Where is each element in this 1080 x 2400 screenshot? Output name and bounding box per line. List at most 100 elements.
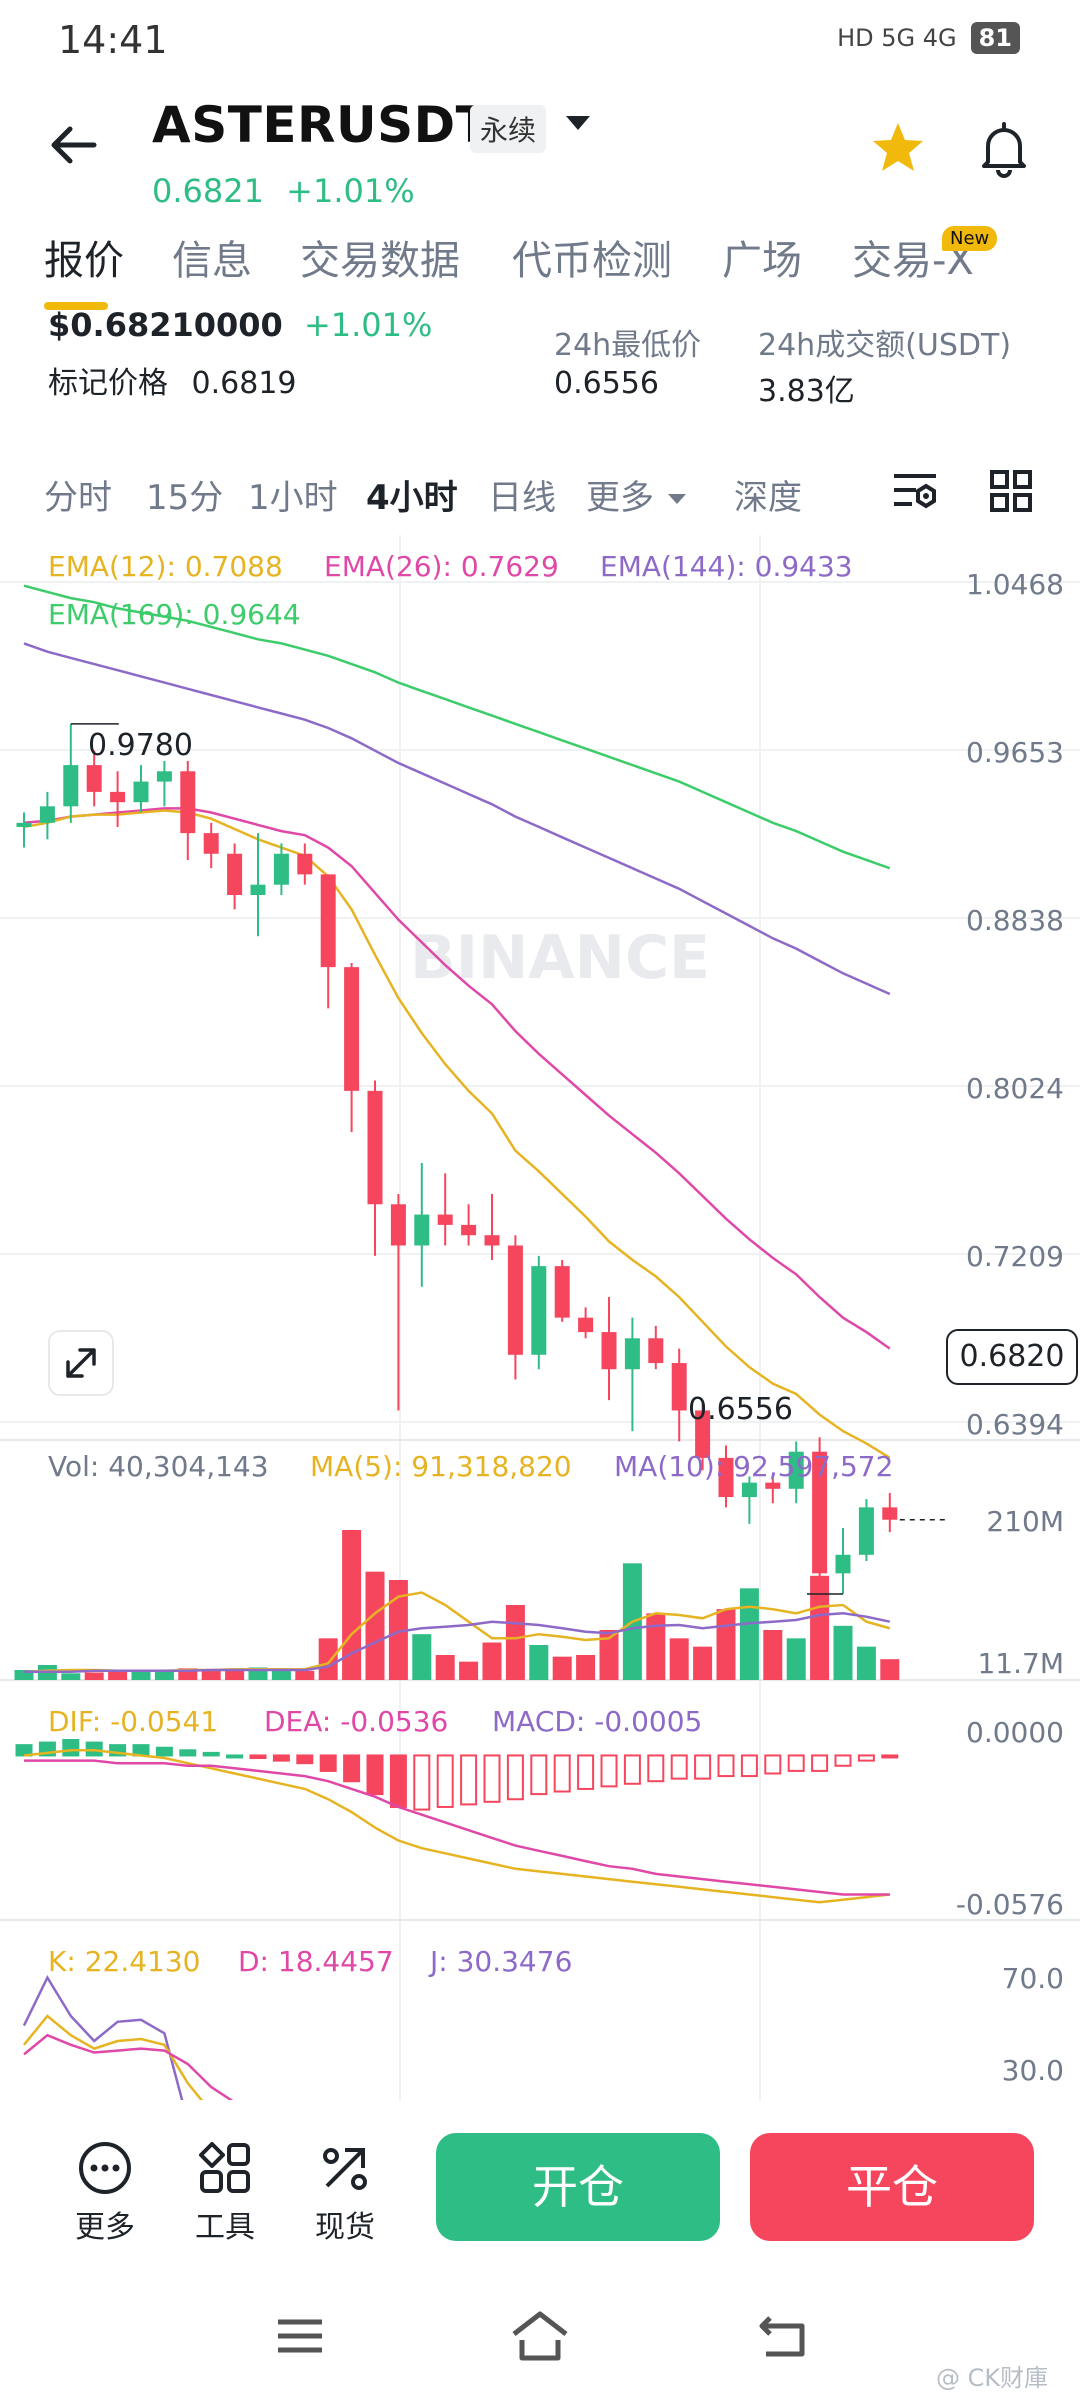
tab-trading-data[interactable]: 交易数据 [300,238,460,284]
volume-bar [786,1638,806,1680]
macd-bar [272,1754,290,1762]
more-button[interactable]: 更多 [70,2138,140,2246]
low-24h-label: 24h最低价 [554,328,702,363]
macd-bar [179,1749,197,1757]
interval-15m[interactable]: 15分 [146,478,224,518]
candle-body [741,1482,757,1498]
contract-type-tag: 永续 [470,105,547,153]
back-arrow-icon[interactable] [44,115,104,175]
volume-bar [552,1656,572,1680]
interval-4h[interactable]: 4小时 [366,478,458,518]
bell-icon[interactable] [974,118,1034,178]
volume-bar [693,1646,713,1680]
candle-body [273,853,289,885]
dif-line [23,1749,890,1904]
more-label: 更多 [75,2210,135,2245]
price-axis-label: 0.8838 [966,904,1064,937]
spot-button[interactable]: 现货 [310,2138,380,2246]
legend-macd: MACD: -0.0005 [492,1705,703,1738]
macd-bar [623,1754,641,1785]
candle-body [858,1507,874,1555]
price-axis-label: 0.6394 [966,1408,1064,1441]
mark-price: 标记价格 0.6819 [48,358,297,402]
candle-body [718,1457,734,1498]
volume-bar [646,1613,666,1680]
symbol-dropdown-icon[interactable] [560,108,596,138]
current-price-tag: 0.6820 [946,1329,1078,1385]
tools-button[interactable]: 工具 [190,2138,260,2246]
back-nav-icon[interactable] [756,2310,812,2362]
menu-icon[interactable] [272,2314,328,2358]
volume-bar [178,1668,198,1680]
candle-body [39,806,55,823]
open-position-button[interactable]: 开仓 [436,2133,720,2241]
candle-body [344,967,360,1091]
home-icon[interactable] [508,2308,572,2364]
tab-token-check[interactable]: 代币检测 [512,238,672,284]
candle-body [765,1482,781,1489]
expand-icon[interactable] [48,1330,114,1396]
volume-bar [482,1642,502,1680]
macd-bar [553,1754,571,1793]
chart-settings-icon[interactable] [890,466,940,516]
legend-dea: DEA: -0.0536 [264,1705,449,1738]
high-price-marker: 0.9780 [88,728,193,763]
kdj-d-line [23,2033,234,2100]
macd-bar [460,1754,478,1806]
candle-body [227,853,243,895]
macd-axis-label: -0.0576 [955,1888,1064,1921]
tools-grid-icon [199,2142,250,2193]
candlestick-chart[interactable]: BINANCE [0,535,1080,2100]
kdj-axis-label: 70.0 [1001,1962,1064,1995]
legend-k: K: 22.4130 [48,1945,201,1978]
macd-bar [343,1754,361,1783]
more-dots-icon [79,2142,131,2194]
depth-tab[interactable]: 深度 [734,478,802,518]
candle-body [86,765,102,792]
price-axis-label: 0.9653 [966,736,1064,769]
new-badge: New [942,226,998,251]
candle-body [180,771,196,834]
interval-more-label: 更多 [586,478,654,518]
grid-layout-icon[interactable] [986,466,1036,516]
macd-bar [694,1754,712,1780]
legend-vol-ma5: MA(5): 91,318,820 [310,1450,572,1483]
volume-axis-label: 11.7M [977,1647,1064,1680]
legend-volume: Vol: 40,304,143 [48,1450,269,1483]
legend-ema26: EMA(26): 0.7629 [324,550,559,583]
interval-timeline[interactable]: 分时 [44,478,112,518]
macd-bar [670,1754,688,1780]
close-position-button[interactable]: 平仓 [750,2133,1034,2241]
interval-1d[interactable]: 日线 [488,478,556,518]
symbol-title[interactable]: ASTERUSDT [152,96,491,154]
candle-body [812,1451,828,1574]
macd-bar [366,1754,384,1796]
low-price-marker: 0.6556 [688,1392,793,1427]
ema12-line [23,809,891,1459]
candle-body [531,1266,547,1355]
interval-1h[interactable]: 1小时 [248,478,338,518]
volume-bar [342,1530,362,1680]
candle-body [320,874,336,968]
legend-vol-ma10: MA(10): 92,597,572 [614,1450,894,1483]
volume-bar [669,1638,689,1680]
candle-body [835,1554,851,1574]
tab-square[interactable]: 广场 [722,238,802,284]
tab-quote[interactable]: 报价 [44,238,124,284]
candle-body [578,1317,594,1333]
macd-bar [436,1754,454,1808]
interval-more[interactable]: 更多 [586,470,689,519]
macd-bar [413,1754,431,1811]
volume-bar [739,1588,759,1680]
favorite-star-icon[interactable] [868,118,928,178]
candle-body [367,1090,383,1205]
spot-label: 现货 [315,2210,375,2245]
ema169-line [23,584,891,870]
macd-bar [811,1754,829,1772]
ema26-line [23,807,891,1350]
volume-bar [599,1630,619,1680]
volume-bar [61,1673,81,1680]
volume-bar [365,1571,385,1680]
macd-bar [717,1754,735,1778]
tab-info[interactable]: 信息 [172,238,252,284]
